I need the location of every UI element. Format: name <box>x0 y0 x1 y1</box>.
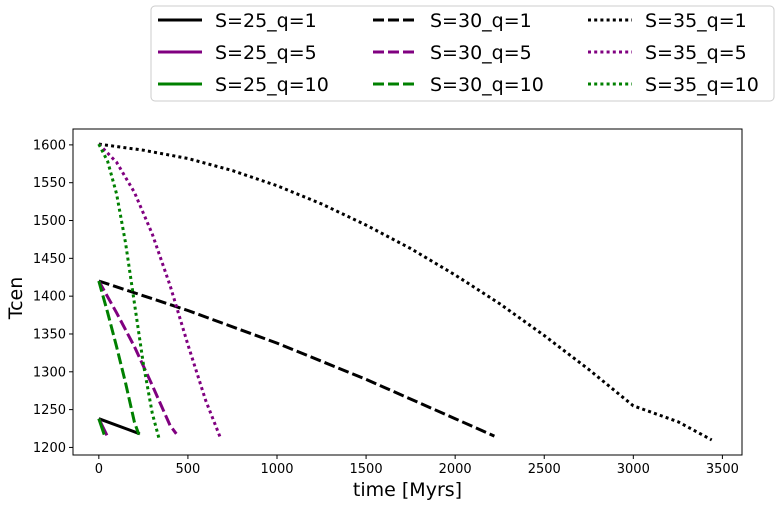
series-line-s-35-q-1 <box>98 142 713 442</box>
y-tick-label: 1400 <box>33 290 66 305</box>
y-tick-label: 1600 <box>33 138 66 153</box>
legend-label: S=25_q=10 <box>215 74 329 96</box>
x-tick-label: 500 <box>176 462 201 477</box>
series-layer <box>97 142 713 442</box>
plot-frame <box>72 128 743 456</box>
legend-label: S=35_q=5 <box>645 42 747 64</box>
x-tick-label: 3500 <box>706 462 739 477</box>
y-tick-label: 1250 <box>33 403 66 418</box>
y-tick-label: 1350 <box>33 327 66 342</box>
y-tick-label: 1500 <box>33 214 66 229</box>
legend-label: S=30_q=5 <box>430 42 532 64</box>
series-line-s-35-q-10 <box>97 143 161 441</box>
y-tick-label: 1450 <box>33 252 66 267</box>
legend-label: S=30_q=1 <box>430 10 532 32</box>
x-tick-label: 1000 <box>260 462 293 477</box>
series-line-s-30-q-10 <box>97 280 141 436</box>
y-tick-label: 1300 <box>33 365 66 380</box>
series-line-s-30-q-1 <box>98 279 496 438</box>
x-tick-label: 3000 <box>617 462 650 477</box>
y-tick-label: 1200 <box>33 441 66 456</box>
series-line-s-25-q-1 <box>98 417 141 436</box>
x-tick-label: 0 <box>95 462 103 477</box>
legend-label: S=25_q=5 <box>215 42 317 64</box>
x-tick-label: 2000 <box>439 462 472 477</box>
y-axis-label: Tcen <box>5 277 27 321</box>
x-axis-label: time [Myrs] <box>353 479 462 501</box>
x-axis: 0 500 1000 1500 2000 2500 3000 3500 <box>95 455 739 477</box>
x-tick-label: 2500 <box>528 462 561 477</box>
legend: S=25_q=1 S=25_q=5 S=25_q=10 S=30_q=1 S=30_q=… <box>150 5 775 102</box>
y-tick-label: 1550 <box>33 176 66 191</box>
legend-label: S=30_q=10 <box>430 74 544 96</box>
legend-label: S=35_q=1 <box>645 10 747 32</box>
x-tick-label: 1500 <box>350 462 383 477</box>
series-line-s-25-q-10 <box>97 418 106 436</box>
series-line-s-30-q-5 <box>97 280 178 435</box>
y-axis: 1200 1250 1300 1350 1400 1450 1500 1550 1600 <box>33 138 73 456</box>
legend-label: S=35_q=10 <box>645 74 759 96</box>
legend-box <box>150 5 775 102</box>
series-line-s-35-q-5 <box>97 143 222 438</box>
legend-label: S=25_q=1 <box>215 10 317 32</box>
